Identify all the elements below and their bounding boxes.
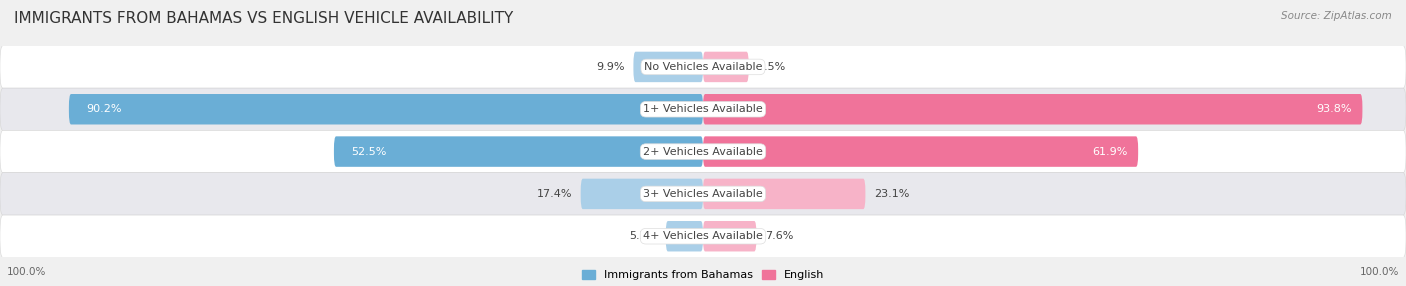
Text: 61.9%: 61.9%	[1092, 147, 1128, 156]
Text: No Vehicles Available: No Vehicles Available	[644, 62, 762, 72]
Text: 52.5%: 52.5%	[352, 147, 387, 156]
FancyBboxPatch shape	[335, 136, 703, 167]
Text: 100.0%: 100.0%	[7, 267, 46, 277]
FancyBboxPatch shape	[703, 52, 749, 82]
FancyBboxPatch shape	[703, 94, 1362, 124]
Text: 6.5%: 6.5%	[756, 62, 786, 72]
Text: Source: ZipAtlas.com: Source: ZipAtlas.com	[1281, 11, 1392, 21]
Text: 3+ Vehicles Available: 3+ Vehicles Available	[643, 189, 763, 199]
Text: 93.8%: 93.8%	[1316, 104, 1353, 114]
Text: 100.0%: 100.0%	[1360, 267, 1399, 277]
Text: 9.9%: 9.9%	[596, 62, 624, 72]
Text: 4+ Vehicles Available: 4+ Vehicles Available	[643, 231, 763, 241]
Text: 90.2%: 90.2%	[86, 104, 122, 114]
Text: 5.3%: 5.3%	[628, 231, 657, 241]
Legend: Immigrants from Bahamas, English: Immigrants from Bahamas, English	[582, 270, 824, 281]
FancyBboxPatch shape	[0, 215, 1406, 257]
Text: 23.1%: 23.1%	[873, 189, 910, 199]
Text: 2+ Vehicles Available: 2+ Vehicles Available	[643, 147, 763, 156]
FancyBboxPatch shape	[69, 94, 703, 124]
FancyBboxPatch shape	[703, 221, 756, 251]
Text: IMMIGRANTS FROM BAHAMAS VS ENGLISH VEHICLE AVAILABILITY: IMMIGRANTS FROM BAHAMAS VS ENGLISH VEHIC…	[14, 11, 513, 26]
Text: 17.4%: 17.4%	[537, 189, 572, 199]
FancyBboxPatch shape	[0, 173, 1406, 215]
FancyBboxPatch shape	[0, 88, 1406, 130]
FancyBboxPatch shape	[703, 136, 1139, 167]
FancyBboxPatch shape	[0, 130, 1406, 173]
FancyBboxPatch shape	[703, 179, 866, 209]
FancyBboxPatch shape	[0, 46, 1406, 88]
Text: 1+ Vehicles Available: 1+ Vehicles Available	[643, 104, 763, 114]
Text: 7.6%: 7.6%	[765, 231, 793, 241]
FancyBboxPatch shape	[581, 179, 703, 209]
FancyBboxPatch shape	[633, 52, 703, 82]
FancyBboxPatch shape	[666, 221, 703, 251]
